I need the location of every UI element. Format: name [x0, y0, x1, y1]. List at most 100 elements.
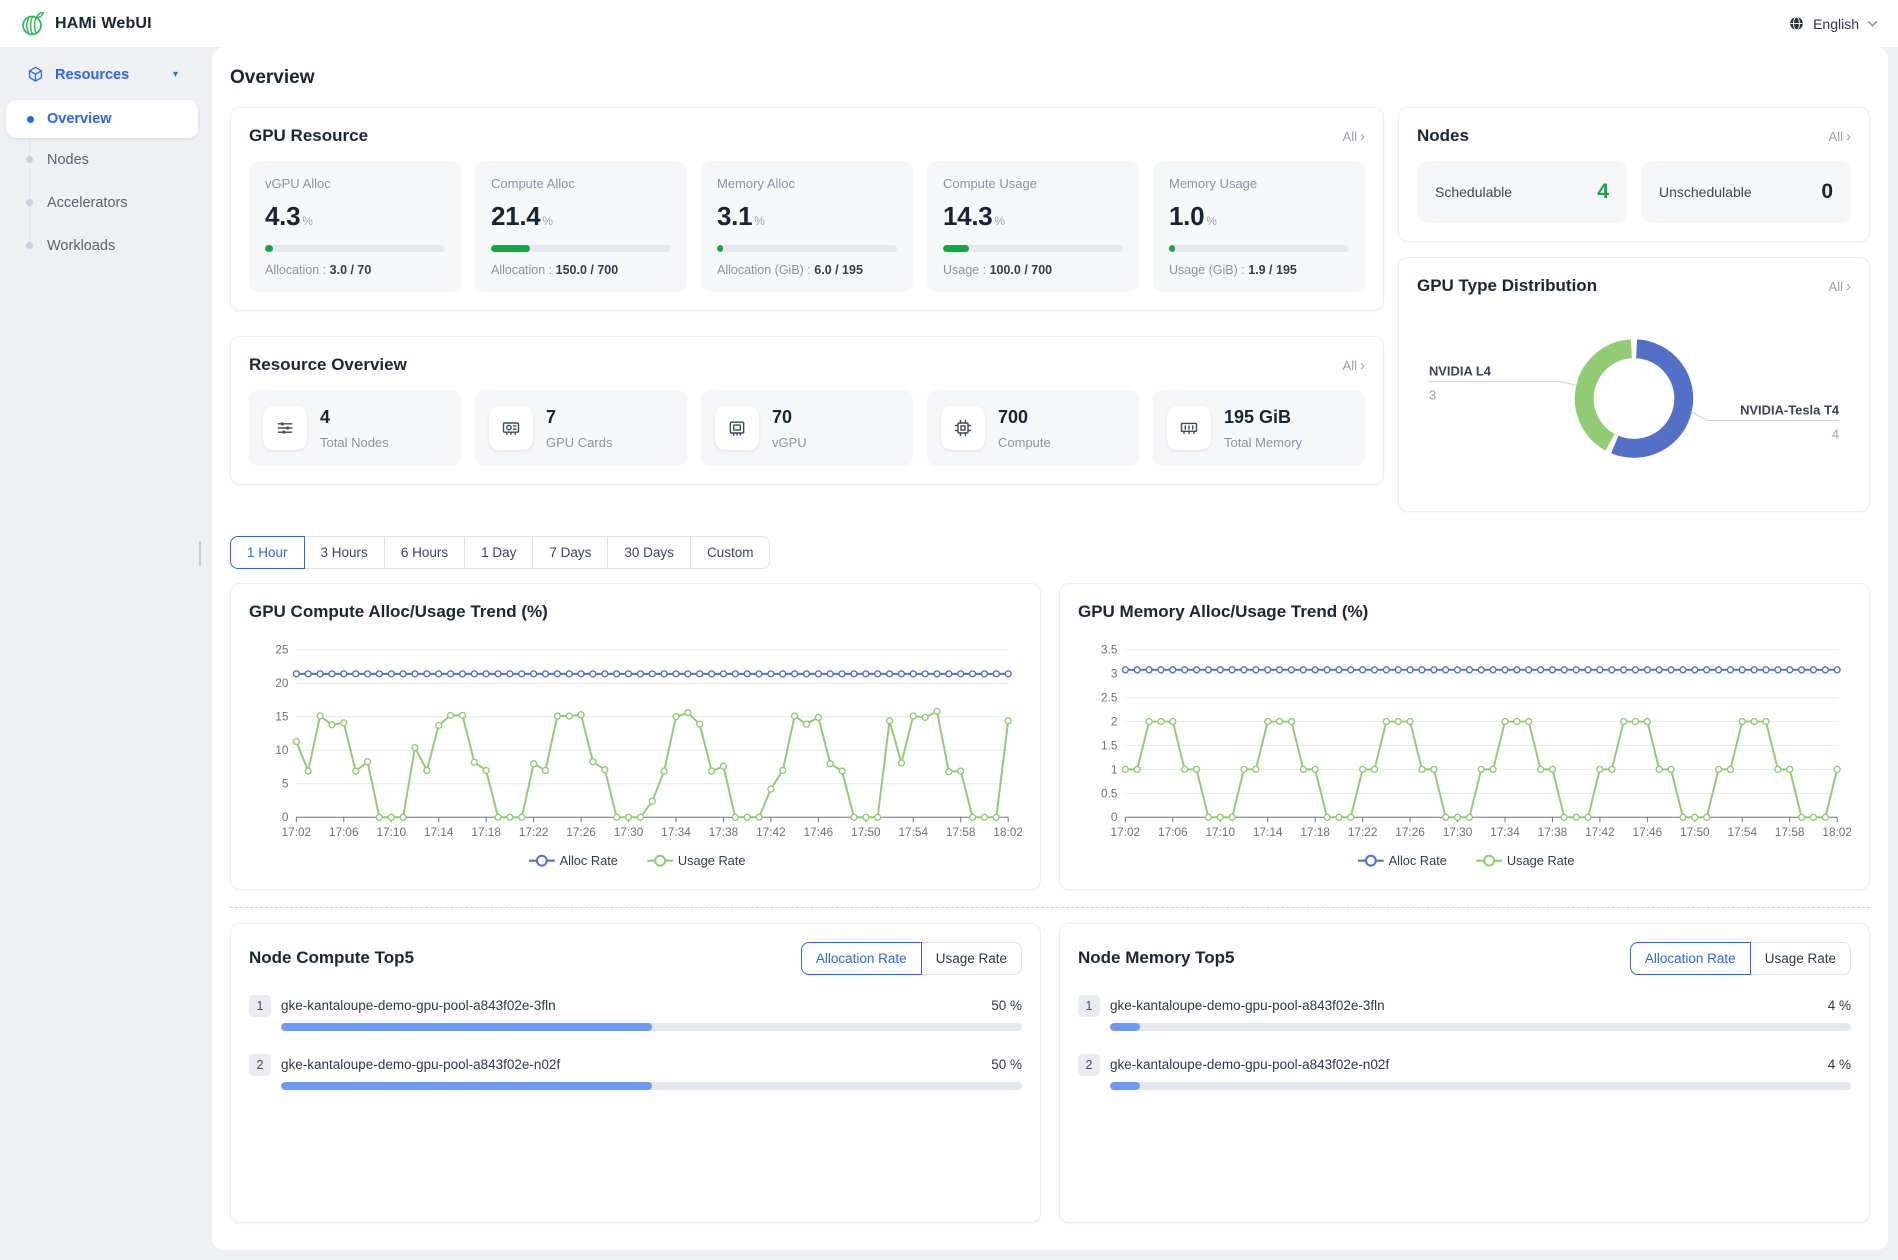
metric-detail: Allocation : 3.0 / 70 [265, 263, 445, 277]
compute-top5-toggle-group: Allocation Rate Usage Rate [801, 942, 1022, 975]
svg-text:17:38: 17:38 [1538, 825, 1568, 839]
metric-label: Compute Alloc [491, 176, 671, 191]
stat-value: 0 [1821, 180, 1833, 204]
app-title: HAMi WebUI [55, 15, 152, 33]
metric-detail: Usage : 100.0 / 700 [943, 263, 1123, 277]
tile-label: Total Nodes [320, 435, 389, 450]
compute-trend-chart: 051015202517:0217:0617:1017:1417:1817:22… [249, 628, 1022, 876]
compute-icon [941, 406, 985, 450]
sidebar-item-label: Accelerators [47, 195, 128, 211]
tab-custom[interactable]: Custom [691, 536, 771, 569]
progress-track [265, 245, 445, 252]
metric-unit: % [542, 214, 553, 228]
progress-track [1110, 1082, 1851, 1090]
sidebar-resize-handle[interactable] [199, 541, 201, 567]
svg-text:0: 0 [282, 810, 289, 824]
language-selector[interactable]: English [1788, 15, 1878, 32]
gpu-resource-all-link[interactable]: All › [1343, 129, 1365, 144]
sidebar-item-workloads[interactable]: Workloads [0, 224, 208, 267]
tab-1-day[interactable]: 1 Day [465, 536, 533, 569]
svg-text:0: 0 [1111, 810, 1118, 824]
sidebar-item-nodes[interactable]: Nodes [0, 138, 208, 181]
sidebar-group-resources[interactable]: Resources ▾ [0, 59, 208, 100]
progress-track [717, 245, 897, 252]
tile-value: 700 [998, 407, 1051, 428]
sidebar: Resources ▾ Overview Nodes Accelerators … [0, 47, 208, 1260]
metric-unit: % [754, 214, 765, 228]
metric-memory-alloc: Memory Alloc 3.1% Allocation (GiB) : 6.0… [701, 161, 913, 292]
metric-detail: Allocation (GiB) : 6.0 / 195 [717, 263, 897, 277]
tile-label: GPU Cards [546, 435, 612, 450]
table-row: 2 gke-kantaloupe-demo-gpu-pool-a843f02e-… [1078, 1054, 1851, 1090]
node-value: 4 % [1828, 998, 1851, 1013]
progress-fill [943, 245, 969, 252]
progress-fill [1110, 1023, 1140, 1031]
bullet-dot-icon [27, 116, 34, 123]
svg-text:4: 4 [1832, 426, 1839, 441]
svg-text:Alloc Rate: Alloc Rate [1389, 853, 1447, 868]
tab-3-hours[interactable]: 3 Hours [305, 536, 385, 569]
svg-text:17:06: 17:06 [1158, 825, 1188, 839]
svg-text:17:42: 17:42 [1585, 825, 1615, 839]
metric-detail: Allocation : 150.0 / 700 [491, 263, 671, 277]
stat-label: Schedulable [1435, 184, 1512, 200]
svg-text:17:02: 17:02 [282, 825, 312, 839]
metric-unit: % [994, 214, 1005, 228]
brand: HAMi WebUI [20, 10, 152, 37]
svg-text:3: 3 [1111, 667, 1118, 681]
progress-fill [1110, 1082, 1140, 1090]
metric-value: 3.1 [717, 201, 752, 231]
usage-rate-toggle[interactable]: Usage Rate [922, 942, 1022, 975]
sidebar-group-label: Resources [55, 67, 129, 83]
allocation-rate-toggle[interactable]: Allocation Rate [1630, 942, 1751, 975]
chevron-right-icon: › [1360, 358, 1365, 373]
tab-7-days[interactable]: 7 Days [533, 536, 608, 569]
all-link-label: All [1829, 129, 1843, 144]
sidebar-item-label: Overview [47, 111, 112, 127]
progress-fill [717, 245, 723, 252]
stat-label: Unschedulable [1659, 184, 1752, 200]
page-title: Overview [230, 67, 1870, 89]
metric-label: vGPU Alloc [265, 176, 445, 191]
svg-text:17:02: 17:02 [1111, 825, 1141, 839]
gpu-card-icon [489, 406, 533, 450]
svg-text:3.5: 3.5 [1101, 643, 1118, 657]
svg-text:1: 1 [1111, 762, 1118, 776]
metric-value: 21.4 [491, 201, 540, 231]
svg-text:17:10: 17:10 [1205, 825, 1235, 839]
tab-30-days[interactable]: 30 Days [608, 536, 691, 569]
svg-text:NVIDIA L4: NVIDIA L4 [1429, 364, 1492, 379]
gpu-resource-card: GPU Resource All › vGPU Alloc 4.3% Alloc… [230, 107, 1384, 311]
all-link-label: All [1343, 129, 1357, 144]
tab-1-hour[interactable]: 1 Hour [230, 536, 305, 569]
node-value: 50 % [991, 998, 1022, 1013]
stat-value: 4 [1597, 180, 1609, 204]
nodes-all-link[interactable]: All › [1829, 129, 1851, 144]
compute-trend-card: GPU Compute Alloc/Usage Trend (%) 051015… [230, 583, 1041, 889]
allocation-rate-toggle[interactable]: Allocation Rate [801, 942, 922, 975]
tile-label: Compute [998, 435, 1051, 450]
node-name: gke-kantaloupe-demo-gpu-pool-a843f02e-n0… [281, 1057, 560, 1072]
sidebar-item-accelerators[interactable]: Accelerators [0, 181, 208, 224]
sidebar-item-overview[interactable]: Overview [6, 100, 198, 138]
node-compute-top5-card: Node Compute Top5 Allocation Rate Usage … [230, 923, 1041, 1223]
svg-text:2.5: 2.5 [1101, 691, 1118, 705]
card-title: Resource Overview [249, 355, 407, 375]
all-link-label: All [1343, 358, 1357, 373]
progress-track [1169, 245, 1349, 252]
tab-6-hours[interactable]: 6 Hours [385, 536, 465, 569]
progress-fill [281, 1023, 652, 1031]
usage-rate-toggle[interactable]: Usage Rate [1751, 942, 1851, 975]
resource-overview-all-link[interactable]: All › [1343, 358, 1365, 373]
bullet-dot-icon [26, 199, 33, 206]
tile-total-memory: 195 GiB Total Memory [1153, 390, 1365, 466]
svg-text:20: 20 [275, 676, 289, 690]
gpu-type-all-link[interactable]: All › [1829, 279, 1851, 294]
tile-value: 7 [546, 407, 612, 428]
memory-top5-toggle-group: Allocation Rate Usage Rate [1630, 942, 1851, 975]
svg-text:15: 15 [275, 710, 289, 724]
memory-trend-chart: 00.511.522.533.517:0217:0617:1017:1417:1… [1078, 628, 1851, 876]
time-range-tabs: 1 Hour 3 Hours 6 Hours 1 Day 7 Days 30 D… [230, 536, 770, 569]
resource-overview-card: Resource Overview All › [230, 336, 1384, 485]
topbar: HAMi WebUI English [0, 0, 1898, 47]
